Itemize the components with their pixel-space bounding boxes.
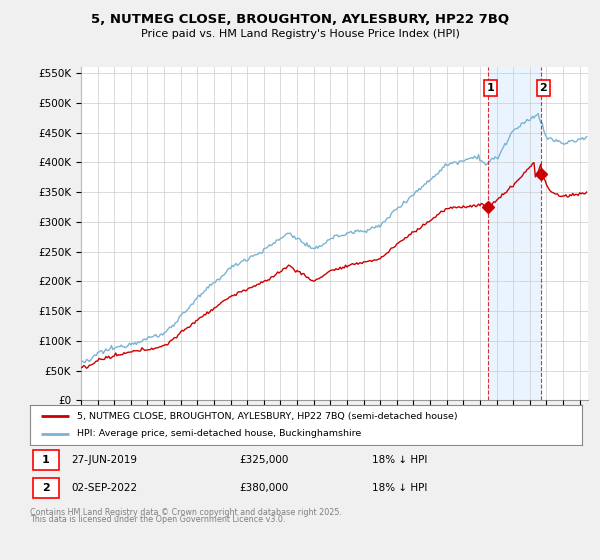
- Text: 2: 2: [42, 483, 50, 493]
- Bar: [33, 450, 59, 470]
- Bar: [33, 478, 59, 498]
- Text: 2: 2: [539, 83, 547, 93]
- Text: 1: 1: [42, 455, 50, 465]
- Text: 27-JUN-2019: 27-JUN-2019: [71, 455, 137, 465]
- Bar: [488, 67, 541, 400]
- Text: 5, NUTMEG CLOSE, BROUGHTON, AYLESBURY, HP22 7BQ (semi-detached house): 5, NUTMEG CLOSE, BROUGHTON, AYLESBURY, H…: [77, 412, 458, 421]
- Text: 5, NUTMEG CLOSE, BROUGHTON, AYLESBURY, HP22 7BQ: 5, NUTMEG CLOSE, BROUGHTON, AYLESBURY, H…: [91, 13, 509, 26]
- Text: 18% ↓ HPI: 18% ↓ HPI: [372, 483, 428, 493]
- Text: This data is licensed under the Open Government Licence v3.0.: This data is licensed under the Open Gov…: [30, 515, 286, 524]
- Text: 18% ↓ HPI: 18% ↓ HPI: [372, 455, 428, 465]
- Text: £325,000: £325,000: [240, 455, 289, 465]
- Text: 1: 1: [487, 83, 494, 93]
- Text: 02-SEP-2022: 02-SEP-2022: [71, 483, 137, 493]
- Text: Price paid vs. HM Land Registry's House Price Index (HPI): Price paid vs. HM Land Registry's House …: [140, 29, 460, 39]
- Text: HPI: Average price, semi-detached house, Buckinghamshire: HPI: Average price, semi-detached house,…: [77, 430, 361, 438]
- Text: Contains HM Land Registry data © Crown copyright and database right 2025.: Contains HM Land Registry data © Crown c…: [30, 508, 342, 517]
- Text: £380,000: £380,000: [240, 483, 289, 493]
